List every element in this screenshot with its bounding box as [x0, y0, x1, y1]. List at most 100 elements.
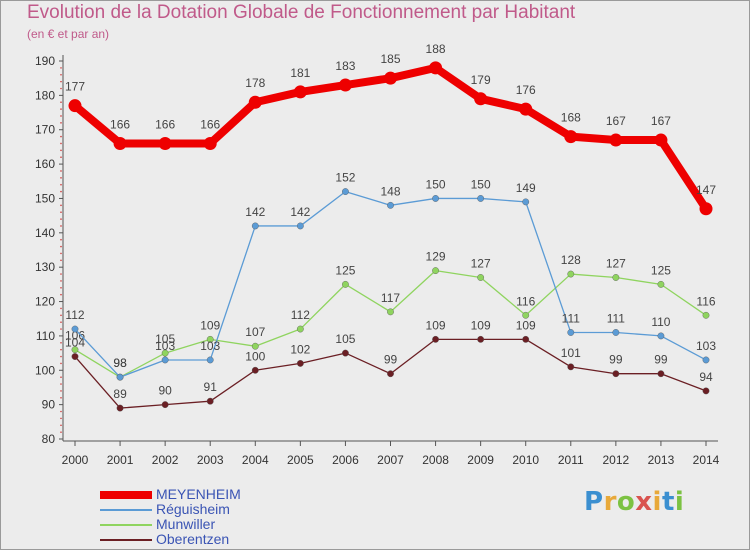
data-label: 109 [516, 318, 536, 332]
data-point [68, 99, 82, 113]
data-point [564, 130, 578, 144]
y-minor-tick [60, 135, 62, 138]
data-label: 149 [516, 181, 536, 195]
legend-swatch [100, 509, 152, 511]
y-minor-tick [60, 328, 62, 330]
data-point [474, 92, 488, 106]
data-label: 188 [426, 42, 446, 56]
data-label: 181 [290, 66, 310, 80]
data-point [609, 133, 623, 147]
data-label: 106 [65, 329, 85, 343]
data-point [248, 95, 262, 109]
x-tick-label: 2009 [467, 453, 494, 467]
data-label: 99 [609, 353, 623, 367]
data-point [567, 270, 575, 278]
y-minor-tick [60, 204, 62, 207]
data-label: 89 [113, 387, 127, 401]
data-label: 152 [335, 171, 355, 185]
legend: MEYENHEIM Réguisheim Munwiller Oberentzen [100, 486, 300, 547]
data-label: 176 [516, 83, 536, 97]
x-tick-label: 2010 [512, 453, 539, 467]
data-point [432, 267, 439, 275]
data-label: 150 [471, 177, 491, 191]
y-minor-tick [60, 383, 62, 385]
y-minor-tick [60, 142, 62, 145]
y-minor-tick [60, 73, 62, 76]
proxiti-logo: Proxiti [584, 487, 685, 517]
data-point [158, 136, 172, 150]
data-point [522, 335, 530, 343]
x-tick-label: 2001 [107, 453, 134, 467]
data-point [702, 356, 710, 364]
data-point [477, 195, 485, 202]
y-tick-label: 160 [35, 157, 55, 171]
data-point [203, 136, 217, 150]
data-label: 111 [607, 311, 626, 325]
y-minor-tick [60, 80, 62, 83]
data-point [161, 349, 169, 357]
data-label: 99 [384, 353, 398, 367]
data-label: 178 [245, 76, 265, 90]
data-label: 100 [245, 349, 265, 363]
data-point [71, 353, 79, 360]
y-minor-tick [60, 355, 62, 358]
data-point [206, 335, 214, 343]
x-tick-label: 2000 [62, 453, 89, 467]
data-label: 103 [200, 339, 220, 353]
legend-swatch [100, 491, 152, 499]
y-tick-label: 190 [35, 54, 55, 68]
y-minor-tick [60, 67, 62, 69]
data-label: 105 [335, 332, 355, 346]
y-minor-tick [60, 108, 62, 110]
x-tick-label: 2006 [332, 453, 359, 467]
y-minor-tick [60, 252, 62, 255]
x-tick-label: 2013 [648, 453, 675, 467]
y-minor-tick [60, 225, 62, 227]
legend-label: Réguisheim [156, 501, 230, 517]
data-point [71, 325, 79, 333]
x-tick-label: 2011 [558, 453, 584, 467]
y-minor-tick [60, 280, 62, 282]
data-label: 177 [65, 80, 85, 94]
y-tick-label: 130 [35, 260, 55, 274]
x-tick-label: 2012 [603, 453, 630, 467]
data-point [116, 373, 124, 381]
data-point [296, 325, 304, 333]
data-label: 167 [651, 114, 671, 128]
legend-item: Oberentzen [100, 531, 300, 547]
data-label: 183 [335, 59, 355, 73]
y-minor-tick [60, 149, 62, 152]
data-point [654, 133, 668, 147]
data-point [522, 311, 530, 319]
data-point [387, 201, 394, 209]
legend-label: Munwiller [156, 516, 216, 532]
y-tick-label: 180 [35, 88, 55, 102]
legend-item: Munwiller [100, 516, 300, 532]
data-label: 116 [696, 294, 715, 308]
data-label: 166 [200, 117, 220, 131]
y-minor-tick [60, 341, 62, 344]
y-minor-tick [60, 424, 62, 427]
legend-label: MEYENHEIM [156, 486, 241, 502]
data-label: 109 [200, 318, 220, 332]
data-point [567, 363, 575, 371]
y-minor-tick [60, 115, 62, 117]
y-minor-tick [60, 156, 62, 159]
data-point [567, 329, 575, 336]
x-tick-label: 2007 [377, 453, 404, 467]
data-point [251, 366, 259, 374]
y-minor-tick [60, 293, 62, 296]
y-tick-label: 100 [35, 363, 55, 377]
data-point [387, 370, 394, 378]
data-label: 90 [158, 384, 172, 398]
data-point [657, 370, 665, 378]
y-tick-label: 90 [42, 398, 56, 412]
legend-item: Réguisheim [100, 501, 300, 517]
data-point [702, 311, 710, 319]
data-label: 127 [471, 256, 491, 270]
x-tick-label: 2003 [197, 453, 224, 467]
data-label: 166 [155, 117, 175, 131]
data-label: 125 [651, 263, 671, 277]
